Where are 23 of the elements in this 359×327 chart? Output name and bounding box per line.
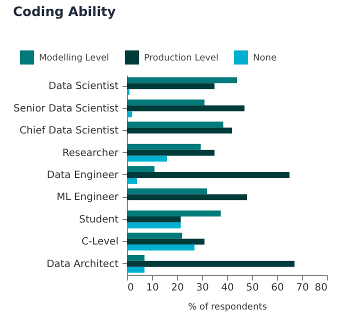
y-tick-label: Student bbox=[79, 214, 119, 226]
y-tick-label: Researcher bbox=[62, 148, 120, 159]
x-tick-label: 10 bbox=[146, 282, 159, 294]
x-tick-label: 40 bbox=[221, 282, 234, 294]
legend-label: None bbox=[253, 53, 277, 64]
x-tick-label: 20 bbox=[171, 282, 184, 294]
x-tick-label: 0 bbox=[128, 282, 134, 294]
y-tick-label: Senior Data Scientist bbox=[13, 103, 119, 114]
x-tick-label: 60 bbox=[271, 282, 284, 294]
y-tick-label: C-Level bbox=[82, 236, 118, 248]
legend-label: Production Level bbox=[144, 53, 219, 64]
y-tick-label: Data Engineer bbox=[46, 170, 120, 181]
y-tick-label: Data Scientist bbox=[48, 81, 119, 92]
y-tick-label: Chief Data Scientist bbox=[20, 126, 119, 137]
x-axis-title: % of respondents bbox=[188, 302, 268, 312]
x-tick-label: 70 bbox=[296, 282, 309, 294]
y-tick-label: Data Architect bbox=[46, 258, 119, 270]
legend-label: Modelling Level bbox=[39, 53, 110, 64]
x-tick-label: 80 bbox=[314, 282, 328, 294]
y-tick-label: ML Engineer bbox=[56, 192, 120, 204]
chart-title: Coding Ability bbox=[12, 5, 116, 20]
x-tick-label: 30 bbox=[196, 282, 209, 294]
x-tick-label: 50 bbox=[246, 282, 259, 294]
